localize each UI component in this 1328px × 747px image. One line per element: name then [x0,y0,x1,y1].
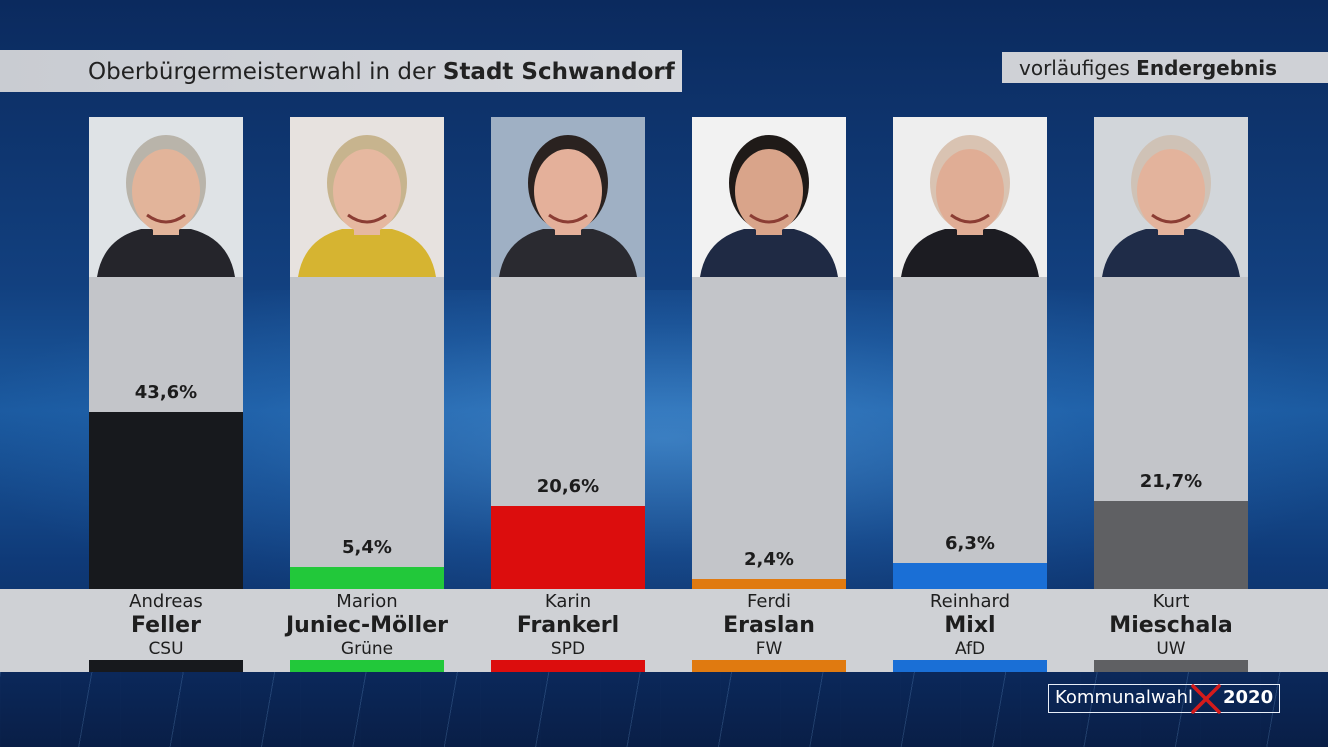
party-color-strip-feller [89,660,243,672]
data-label-eraslan: 2,4% [744,549,794,571]
data-label-mieschala: 21,7% [1139,471,1203,493]
candidate-photo-juniec-m-ller [290,117,444,277]
party-color-strip-frankerl [491,660,645,672]
candidate-photo-frankerl [491,117,645,277]
result-status-prefix: vorläufiges [1019,56,1137,80]
bar-track-mieschala [1094,277,1248,589]
candidate-portrait-icon [491,117,645,277]
candidate-party-juniec-m-ller: Grüne [340,639,394,659]
party-color-strip-mixl [893,660,1047,672]
chart-title: Oberbürgermeisterwahl in der Stadt Schwa… [88,57,675,87]
name-band [0,589,1328,672]
bar-feller [89,412,243,589]
bar-eraslan [692,579,846,589]
party-color-strip-eraslan [692,660,846,672]
bar-track-mixl [893,277,1047,589]
result-status-bold: Endergebnis [1136,56,1278,80]
candidate-photo-mixl [893,117,1047,277]
candidate-first-name-mixl: Reinhard [929,591,1011,612]
candidate-portrait-icon [893,117,1047,277]
candidate-party-feller: CSU [148,639,184,659]
candidate-party-mixl: AfD [954,639,986,659]
kommunalwahl-logo: Kommunalwahl 2020 [1048,684,1280,714]
candidate-first-name-eraslan: Ferdi [747,591,791,612]
candidate-last-name-feller: Feller [131,613,201,638]
party-color-strip-juniec-m-ller [290,660,444,672]
data-label-mixl: 6,3% [945,533,995,555]
candidate-photo-mieschala [1094,117,1248,277]
candidate-portrait-icon [290,117,444,277]
candidate-party-mieschala: UW [1156,639,1186,659]
candidate-last-name-mixl: Mixl [944,613,996,638]
title-bar [0,50,682,92]
bar-track-feller [89,277,243,589]
candidate-last-name-mieschala: Mieschala [1109,613,1233,638]
candidate-portrait-icon [1094,117,1248,277]
bar-track-frankerl [491,277,645,589]
result-status: vorläufiges Endergebnis [1019,54,1277,82]
candidate-last-name-frankerl: Frankerl [516,613,620,638]
data-label-feller: 43,6% [134,382,198,404]
bar-track-eraslan [692,277,846,589]
data-label-juniec-m-ller: 5,4% [342,537,392,559]
candidate-first-name-frankerl: Karin [544,591,592,612]
candidate-first-name-feller: Andreas [129,591,203,612]
candidate-party-eraslan: FW [755,639,783,659]
ballot-cross-icon [1191,684,1221,714]
bar-track-juniec-m-ller [290,277,444,589]
candidate-photo-eraslan [692,117,846,277]
candidate-first-name-mieschala: Kurt [1152,591,1190,612]
bar-juniec-m-ller [290,567,444,589]
chart-title-prefix: Oberbürgermeisterwahl in der [88,59,443,85]
candidate-portrait-icon [692,117,846,277]
candidate-first-name-juniec-m-ller: Marion [336,591,398,612]
data-label-frankerl: 20,6% [536,475,600,497]
logo-word: Kommunalwahl [1055,687,1193,708]
bar-frankerl [491,505,645,589]
candidate-photo-feller [89,117,243,277]
bar-mieschala [1094,501,1248,589]
status-bar [1002,52,1328,83]
candidate-portrait-icon [89,117,243,277]
chart-title-bold: Stadt Schwandorf [442,59,675,85]
candidate-last-name-eraslan: Eraslan [723,613,815,638]
party-color-strip-mieschala [1094,660,1248,672]
candidate-last-name-juniec-m-ller: Juniec-Möller [285,613,448,638]
candidate-party-frankerl: SPD [550,639,586,659]
logo-year: 2020 [1223,687,1274,708]
bar-mixl [893,563,1047,589]
